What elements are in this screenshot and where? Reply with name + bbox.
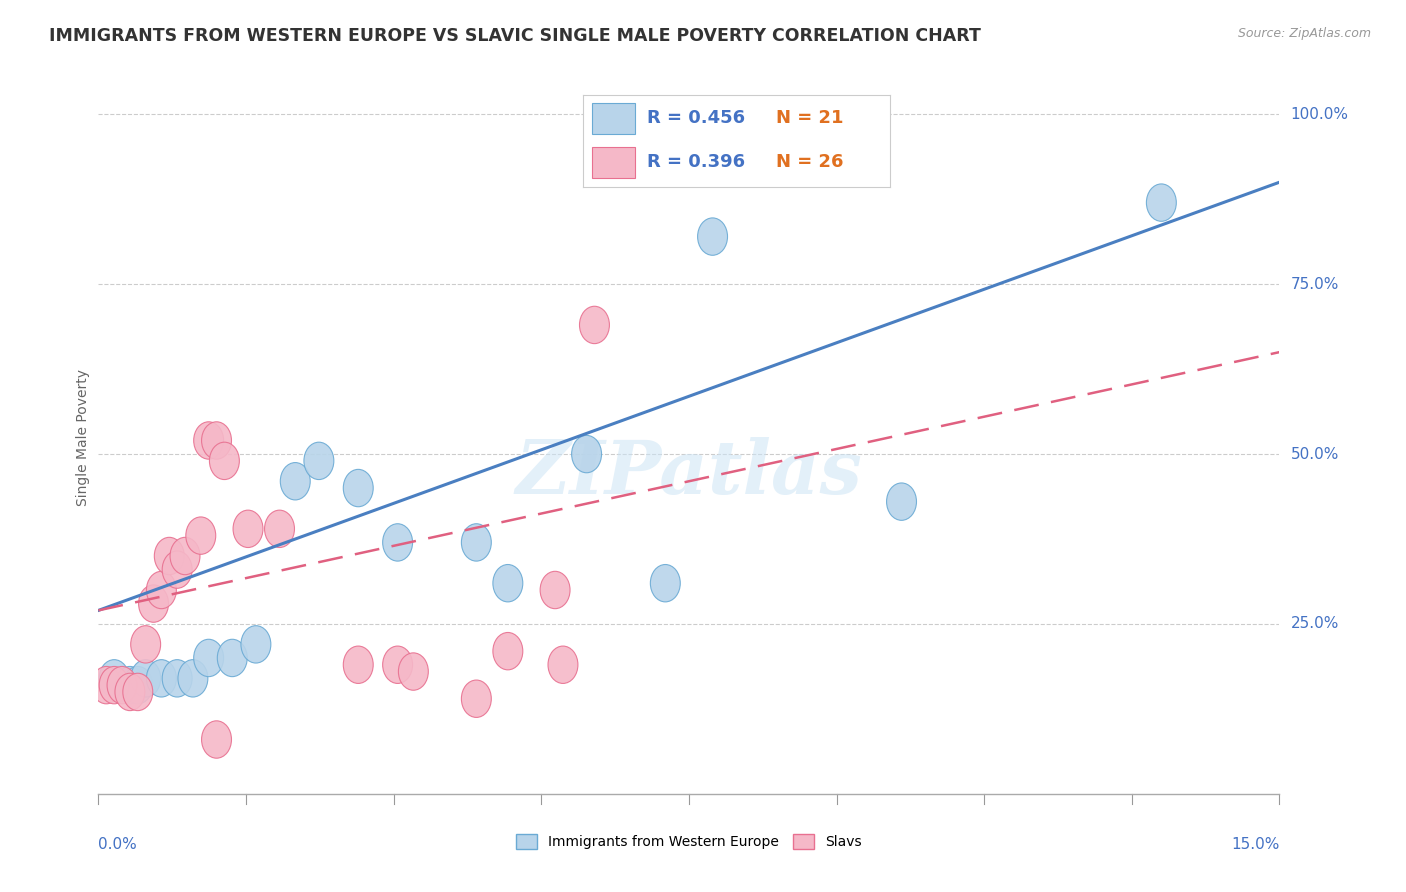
Ellipse shape — [280, 463, 311, 500]
Ellipse shape — [122, 666, 153, 704]
Ellipse shape — [155, 537, 184, 574]
Ellipse shape — [146, 660, 176, 697]
Ellipse shape — [131, 660, 160, 697]
Ellipse shape — [240, 625, 271, 663]
Ellipse shape — [382, 524, 412, 561]
Ellipse shape — [100, 666, 129, 704]
Ellipse shape — [579, 306, 609, 343]
Ellipse shape — [343, 646, 373, 683]
Ellipse shape — [100, 660, 129, 697]
Ellipse shape — [494, 565, 523, 602]
Ellipse shape — [398, 653, 429, 690]
Ellipse shape — [162, 551, 193, 589]
Ellipse shape — [887, 483, 917, 520]
Ellipse shape — [218, 640, 247, 677]
Legend: Immigrants from Western Europe, Slavs: Immigrants from Western Europe, Slavs — [510, 829, 868, 855]
Ellipse shape — [651, 565, 681, 602]
Ellipse shape — [494, 632, 523, 670]
Ellipse shape — [179, 660, 208, 697]
Ellipse shape — [194, 640, 224, 677]
Text: ZIPatlas: ZIPatlas — [516, 436, 862, 509]
Ellipse shape — [697, 218, 727, 255]
Ellipse shape — [139, 585, 169, 623]
Ellipse shape — [264, 510, 294, 548]
Text: 0.0%: 0.0% — [98, 837, 138, 852]
Ellipse shape — [343, 469, 373, 507]
Ellipse shape — [115, 673, 145, 711]
Ellipse shape — [170, 537, 200, 574]
Ellipse shape — [461, 680, 491, 717]
Ellipse shape — [1146, 184, 1177, 221]
Text: IMMIGRANTS FROM WESTERN EUROPE VS SLAVIC SINGLE MALE POVERTY CORRELATION CHART: IMMIGRANTS FROM WESTERN EUROPE VS SLAVIC… — [49, 27, 981, 45]
Ellipse shape — [572, 435, 602, 473]
Text: 75.0%: 75.0% — [1291, 277, 1339, 292]
Text: Source: ZipAtlas.com: Source: ZipAtlas.com — [1237, 27, 1371, 40]
Ellipse shape — [91, 666, 121, 704]
Ellipse shape — [186, 517, 215, 554]
Ellipse shape — [131, 625, 160, 663]
Ellipse shape — [162, 660, 193, 697]
Ellipse shape — [194, 422, 224, 459]
Ellipse shape — [201, 422, 232, 459]
Text: 100.0%: 100.0% — [1291, 107, 1348, 122]
Ellipse shape — [304, 442, 333, 480]
Text: 25.0%: 25.0% — [1291, 616, 1339, 632]
Ellipse shape — [233, 510, 263, 548]
Ellipse shape — [382, 646, 412, 683]
Ellipse shape — [115, 666, 145, 704]
Ellipse shape — [146, 571, 176, 608]
Text: 50.0%: 50.0% — [1291, 447, 1339, 461]
Text: 15.0%: 15.0% — [1232, 837, 1279, 852]
Ellipse shape — [209, 442, 239, 480]
Ellipse shape — [540, 571, 569, 608]
Ellipse shape — [122, 673, 153, 711]
Y-axis label: Single Male Poverty: Single Male Poverty — [76, 368, 90, 506]
Ellipse shape — [201, 721, 232, 758]
Ellipse shape — [107, 666, 136, 704]
Ellipse shape — [461, 524, 491, 561]
Ellipse shape — [548, 646, 578, 683]
